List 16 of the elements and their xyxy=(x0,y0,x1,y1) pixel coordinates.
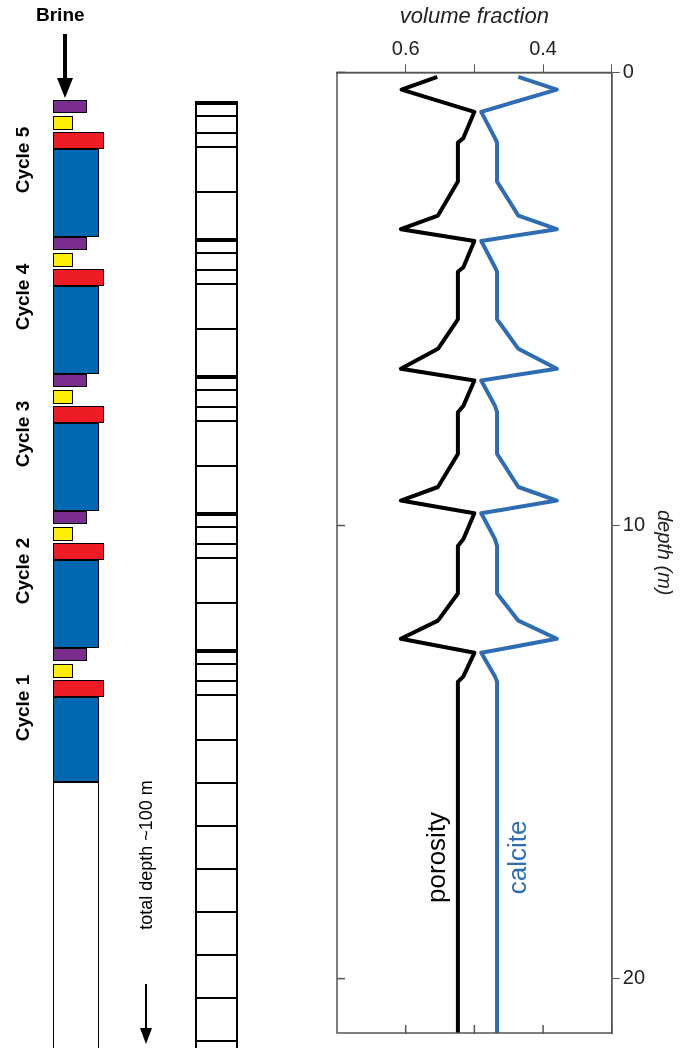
x-tick-label: 0.4 xyxy=(529,36,557,59)
text: Cycle 5 xyxy=(12,126,34,194)
text: total depth ~100 m xyxy=(135,780,157,930)
text: Cycle 4 xyxy=(12,263,34,331)
text: porosity xyxy=(421,811,452,903)
text: Brine xyxy=(36,4,85,26)
x-axis-title: volume fraction xyxy=(399,3,549,29)
y-axis-title: depth (m) xyxy=(654,509,677,596)
text: Cycle 3 xyxy=(12,400,34,468)
y-tick-label: 20 xyxy=(622,966,645,989)
text: calcite xyxy=(502,820,533,895)
text: Cycle 2 xyxy=(12,537,34,605)
text: Cycle 1 xyxy=(12,674,34,742)
x-tick-label: 0.6 xyxy=(391,36,420,59)
y-tick-label: 0 xyxy=(622,59,634,82)
y-tick-label: 10 xyxy=(622,513,645,536)
